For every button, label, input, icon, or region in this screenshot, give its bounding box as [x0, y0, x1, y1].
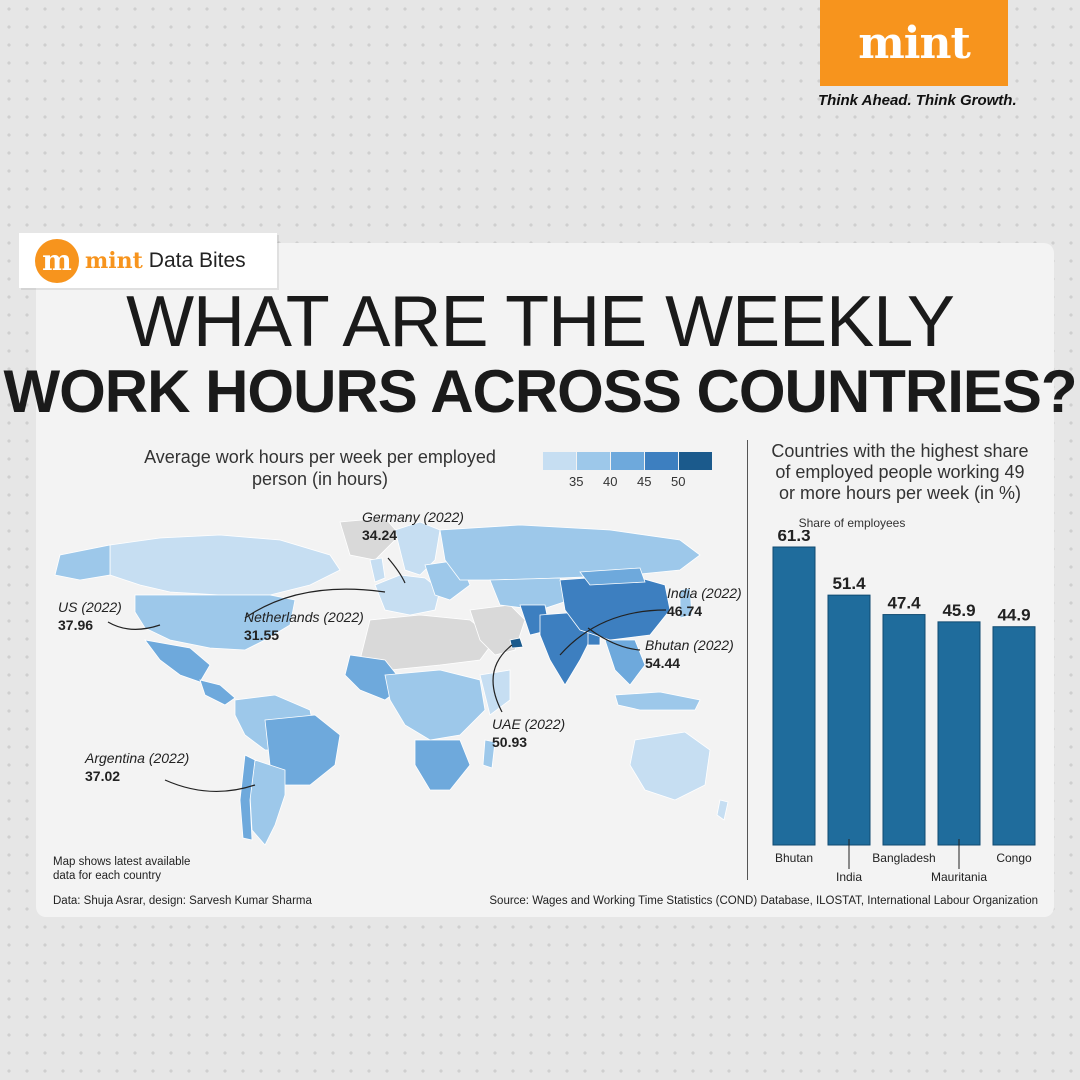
annotation-argentina-value: 37.02 — [85, 768, 121, 784]
annotation-bhutan-value: 54.44 — [645, 655, 681, 671]
southeast-asia-shape — [604, 639, 646, 686]
uae-shape — [509, 637, 524, 649]
legend-swatch — [611, 452, 644, 470]
new-zealand-shape — [716, 799, 729, 821]
y-axis-label: Share of employees — [798, 516, 906, 530]
bar-value-label: 61.3 — [777, 530, 810, 545]
title-line-2: WORK HOURS ACROSS COUNTRIES? — [3, 358, 1077, 425]
mint-badge-icon: m — [35, 238, 79, 283]
world-map-svg — [54, 517, 729, 846]
bar-value-label: 51.4 — [832, 574, 866, 593]
arrow-uae — [492, 644, 513, 713]
bar-subtitle-line-3: or more hours per week (in %) — [778, 483, 1022, 503]
category-label: Bhutan — [775, 851, 813, 865]
greenland-shape — [339, 517, 401, 561]
bar-chart-subtitle: Countries with the highest share of empl… — [752, 441, 1048, 504]
bar-value-label: 45.9 — [942, 601, 975, 620]
arrow-bhutan — [587, 627, 641, 651]
arrow-germany — [387, 557, 406, 584]
bar-chart: 61.3 Bhutan 51.4 India 47.4 Bangladesh 45.9 Mau… — [772, 530, 1036, 884]
bar-subtitle-line-2: of employed people working 49 — [775, 462, 1025, 482]
category-label: Congo — [996, 851, 1032, 865]
western-europe-shape — [374, 574, 441, 616]
badge-brand: mint — [85, 247, 143, 274]
section-divider — [747, 440, 748, 880]
category-label: Bangladesh — [872, 851, 935, 865]
australia-shape — [629, 731, 711, 801]
madagascar-shape — [482, 739, 496, 769]
annotation-us-label: US (2022) — [58, 599, 122, 615]
mint-logo: mint — [820, 0, 1008, 86]
legend-tick: 45 — [637, 474, 652, 489]
russia-shape — [439, 524, 701, 581]
annotation-argentina-label: Argentina (2022) — [85, 750, 190, 766]
usa-shape — [134, 594, 296, 651]
badge-text: Data Bites — [148, 248, 246, 272]
tagline: Think Ahead. Think Growth. — [818, 92, 1017, 109]
indonesia-shape — [614, 691, 701, 711]
argentina-shape — [249, 759, 286, 846]
annotation-us-value: 37.96 — [58, 617, 94, 633]
legend-tick: 35 — [569, 474, 584, 489]
annotation-germany-label: Germany (2022) — [362, 509, 464, 525]
arrow-argentina — [164, 779, 256, 792]
bar-mauritania — [937, 621, 981, 846]
bar-value-label: 47.4 — [887, 594, 921, 613]
legend-swatch — [577, 452, 610, 470]
bar-subtitle-line-1: Countries with the highest share — [771, 441, 1029, 461]
bar-india — [827, 594, 871, 846]
arrow-india — [559, 609, 667, 656]
map-note: Map shows latest available data for each… — [53, 855, 223, 883]
southern-africa-shape — [414, 739, 471, 791]
arrow-netherlands — [244, 588, 386, 619]
world-map — [40, 500, 740, 860]
map-subtitle-line-1: Average work hours per week per employed — [144, 447, 496, 467]
logo-word: mint — [858, 17, 971, 69]
bar-value-label: 44.9 — [997, 606, 1030, 625]
arrow-us — [107, 621, 161, 630]
scandinavia-shape — [394, 521, 441, 576]
bar-bhutan — [772, 546, 816, 846]
data-source: Source: Wages and Working Time Statistic… — [489, 895, 1038, 907]
alaska-shape — [54, 544, 111, 581]
mexico-shape — [144, 639, 211, 683]
category-label: Mauritania — [931, 870, 987, 884]
japan-shape — [679, 587, 693, 619]
data-bites-badge: m mint Data Bites — [19, 233, 277, 288]
legend-tick: 50 — [671, 474, 686, 489]
central-america-shape — [199, 679, 236, 706]
mongolia-shape — [579, 567, 646, 586]
legend-tick: 40 — [603, 474, 618, 489]
chile-shape — [239, 754, 256, 841]
category-label: India — [836, 870, 862, 884]
legend-swatch — [645, 452, 678, 470]
annotation-uae-label: UAE (2022) — [492, 716, 566, 732]
map-subtitle: Average work hours per week per employed… — [120, 446, 520, 490]
annotation-uae-value: 50.93 — [492, 734, 528, 750]
annotation-india-value: 46.74 — [667, 603, 703, 619]
map-note-line-2: data for each country — [53, 870, 162, 882]
bar-bangladesh — [882, 614, 926, 846]
data-credit: Data: Shuja Asrar, design: Sarvesh Kumar… — [53, 895, 312, 907]
annotation-germany-value: 34.24 — [362, 527, 398, 543]
map-subtitle-line-2: person (in hours) — [251, 469, 389, 489]
uk-shape — [369, 557, 386, 583]
legend-swatch — [679, 452, 712, 470]
annotation-bhutan-label: Bhutan (2022) — [645, 637, 734, 653]
map-note-line-1: Map shows latest available — [53, 856, 191, 868]
annotation-india-label: India (2022) — [667, 585, 742, 601]
annotation-netherlands-value: 31.55 — [244, 627, 280, 643]
legend-swatch — [543, 452, 576, 470]
annotation-netherlands-label: Netherlands (2022) — [244, 609, 364, 625]
title-line-1: WHAT ARE THE WEEKLY — [126, 282, 955, 362]
bar-congo — [992, 626, 1036, 846]
central-asia-shape — [489, 577, 571, 611]
central-africa-shape — [384, 669, 486, 741]
canada-shape — [109, 534, 341, 596]
